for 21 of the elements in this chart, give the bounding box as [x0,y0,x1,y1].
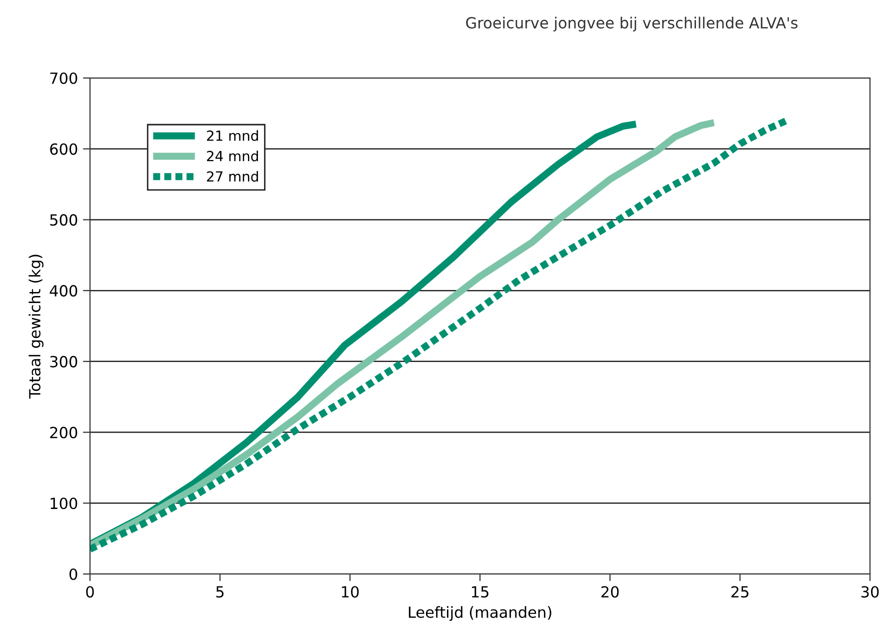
x-tick-label: 15 [472,586,488,598]
x-tick-label: 0 [86,586,94,598]
x-tick-label: 5 [216,586,224,598]
x-tick-label: 25 [731,586,748,598]
x-tick-label: 20 [601,586,619,598]
y-tick-label: 200 [50,426,78,438]
legend-label: 21 mnd [206,130,258,141]
y-tick-label: 600 [50,143,78,155]
y-tick-label: 0 [69,568,78,580]
y-axis-title: Totaal gewicht (kg) [28,254,44,399]
y-tick-label: 700 [50,72,78,84]
y-tick-label: 400 [50,285,78,297]
y-tick-label: 100 [50,498,78,510]
legend-label: 24 mnd [206,150,258,162]
legend-label: 27 mnd [206,170,258,182]
y-tick-label: 500 [50,214,78,226]
y-tick-label: 300 [50,356,78,368]
x-tick-label: 30 [861,586,879,598]
x-tick-label: 10 [342,586,359,598]
x-axis-title: Leeftijd (maanden) [408,606,552,621]
chart-title: Groeicurve jongvee bij verschillende ALVA's [466,16,798,32]
